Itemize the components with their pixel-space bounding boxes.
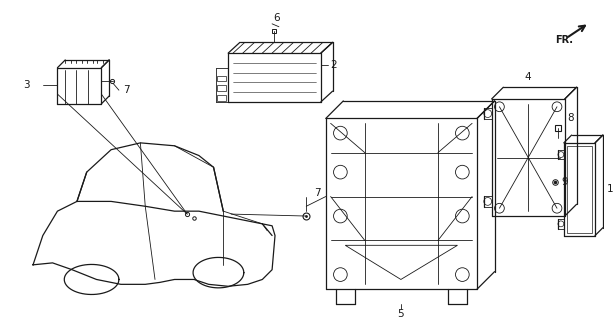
- Text: 9: 9: [562, 177, 568, 187]
- Text: 2: 2: [331, 60, 337, 70]
- Text: 4: 4: [525, 73, 531, 83]
- Text: 3: 3: [23, 80, 30, 90]
- Text: 7: 7: [123, 85, 129, 95]
- Text: FR.: FR.: [555, 36, 573, 45]
- Text: 5: 5: [397, 308, 404, 319]
- Text: 8: 8: [567, 114, 573, 124]
- Bar: [567, 146, 592, 233]
- Text: 7: 7: [314, 188, 320, 198]
- Bar: [218, 85, 226, 91]
- Text: 1: 1: [607, 184, 613, 194]
- Text: 6: 6: [274, 13, 280, 23]
- Bar: [218, 76, 226, 81]
- Bar: [218, 95, 226, 101]
